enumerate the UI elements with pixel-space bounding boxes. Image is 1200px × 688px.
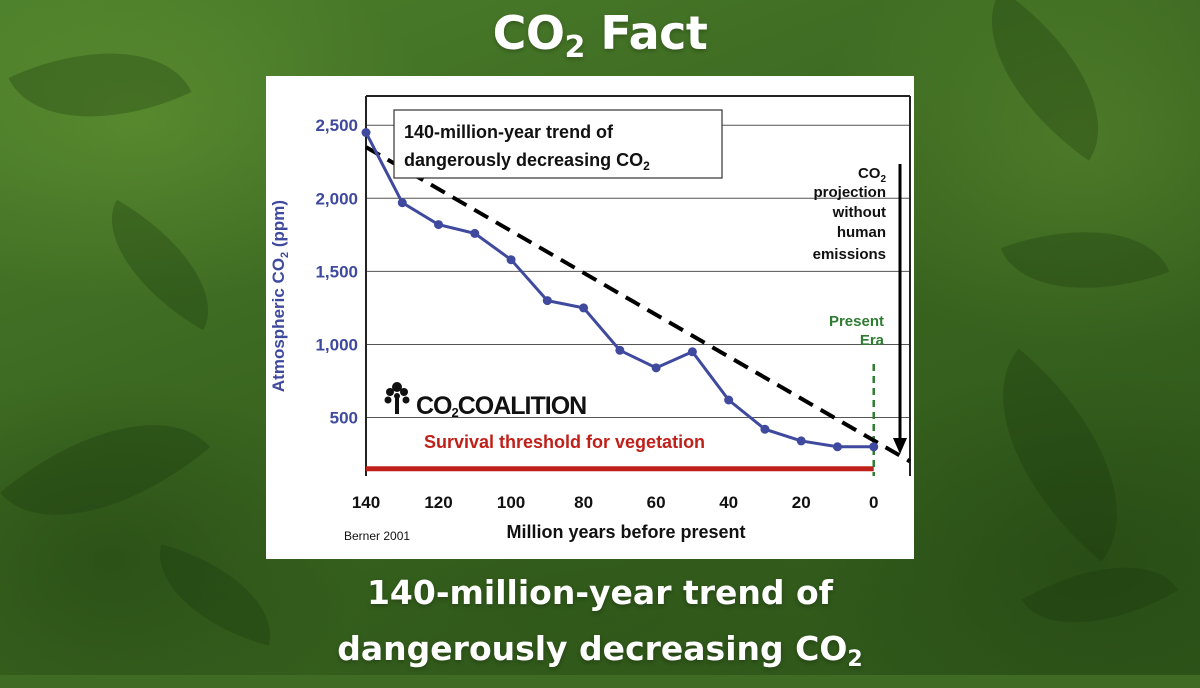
svg-text:CO2COALITION: CO2COALITION bbox=[416, 392, 586, 420]
chart-title-line2: dangerously decreasing CO2 bbox=[404, 150, 650, 173]
series-point bbox=[687, 347, 697, 357]
page-title: CO2 Fact bbox=[492, 6, 708, 65]
y-tick-label: 2,000 bbox=[315, 189, 358, 208]
slide-caption: 140-million-year trend of dangerously de… bbox=[0, 565, 1200, 688]
svg-text:human: human bbox=[837, 224, 886, 241]
svg-text:without: without bbox=[832, 204, 886, 221]
caption-line1: 140-million-year trend of bbox=[366, 573, 834, 612]
x-tick-label: 60 bbox=[647, 493, 666, 512]
co2-series bbox=[361, 128, 879, 452]
y-axis-label: Atmospheric CO2 (ppm) bbox=[269, 200, 291, 392]
tree-icon bbox=[384, 382, 410, 414]
x-tick-label: 140 bbox=[352, 493, 380, 512]
series-point bbox=[651, 363, 661, 373]
svg-text:emissions: emissions bbox=[813, 246, 886, 263]
x-tick-label: 120 bbox=[424, 493, 452, 512]
co2-coalition-logo: CO2COALITION bbox=[384, 382, 587, 420]
series-point bbox=[615, 345, 625, 355]
x-tick-label: 80 bbox=[574, 493, 593, 512]
x-tick-label: 20 bbox=[792, 493, 811, 512]
trend-line bbox=[364, 145, 912, 464]
series-point bbox=[542, 296, 552, 306]
trend-dashed-line bbox=[364, 145, 912, 464]
caption-line2: dangerously decreasing CO2 bbox=[337, 629, 863, 672]
series-point bbox=[397, 198, 407, 208]
projection-arrow bbox=[893, 164, 907, 454]
series-point bbox=[470, 228, 480, 238]
source-citation: Berner 2001 bbox=[344, 529, 410, 543]
series-point bbox=[361, 128, 371, 138]
series-point bbox=[832, 442, 842, 452]
y-tick-label: 500 bbox=[330, 409, 358, 428]
svg-text:CO2: CO2 bbox=[858, 165, 887, 185]
series-point bbox=[579, 303, 589, 313]
x-tick-label: 100 bbox=[497, 493, 525, 512]
chart-panel: 2,500 2,000 1,500 1,000 500 140 120 100 80 60 40 20… bbox=[266, 76, 914, 559]
svg-text:projection: projection bbox=[813, 184, 886, 201]
series-point bbox=[760, 424, 770, 434]
series-point bbox=[724, 395, 734, 405]
projection-label: CO2 projection without human emissions bbox=[813, 165, 887, 263]
y-tick-label: 2,500 bbox=[315, 116, 358, 135]
chart-title-box bbox=[393, 109, 723, 179]
present-label-line2: Era bbox=[860, 332, 885, 349]
y-tick-label: 1,500 bbox=[315, 262, 358, 281]
axes: 2,500 2,000 1,500 1,000 500 140 120 100 80 60 40 20… bbox=[315, 95, 911, 512]
present-label-line1: Present bbox=[829, 313, 884, 330]
chart-title-line1: 140-million-year trend of bbox=[404, 122, 614, 142]
threshold-label: Survival threshold for vegetation bbox=[424, 432, 705, 452]
x-axis-label: Million years before present bbox=[506, 522, 745, 542]
series-point bbox=[506, 255, 516, 265]
y-tick-label: 1,000 bbox=[315, 335, 358, 354]
series-point bbox=[434, 220, 444, 230]
x-tick-label: 40 bbox=[719, 493, 738, 512]
x-tick-label: 0 bbox=[869, 493, 878, 512]
projection-arrow-head bbox=[893, 438, 907, 454]
series-point bbox=[869, 442, 879, 452]
series-point bbox=[796, 436, 806, 446]
co2-chart: 2,500 2,000 1,500 1,000 500 140 120 100 80 60 40 20… bbox=[269, 95, 912, 543]
